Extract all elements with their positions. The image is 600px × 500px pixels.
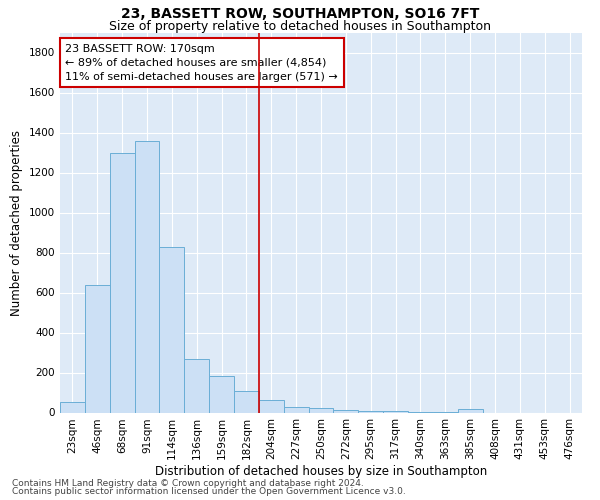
Y-axis label: Number of detached properties: Number of detached properties — [10, 130, 23, 316]
Bar — [60, 402, 85, 412]
Bar — [134, 140, 160, 412]
Bar — [110, 152, 134, 412]
X-axis label: Distribution of detached houses by size in Southampton: Distribution of detached houses by size … — [155, 465, 487, 478]
Bar — [383, 411, 408, 412]
Text: 23 BASSETT ROW: 170sqm
← 89% of detached houses are smaller (4,854)
11% of semi-: 23 BASSETT ROW: 170sqm ← 89% of detached… — [65, 44, 338, 82]
Text: Size of property relative to detached houses in Southampton: Size of property relative to detached ho… — [109, 20, 491, 33]
Bar — [334, 410, 358, 412]
Bar — [209, 376, 234, 412]
Bar — [458, 409, 482, 412]
Bar — [259, 400, 284, 412]
Bar — [358, 410, 383, 412]
Bar — [184, 358, 209, 412]
Bar — [160, 246, 184, 412]
Bar — [85, 284, 110, 412]
Text: Contains public sector information licensed under the Open Government Licence v3: Contains public sector information licen… — [12, 487, 406, 496]
Bar — [234, 390, 259, 412]
Bar — [284, 406, 308, 412]
Text: 23, BASSETT ROW, SOUTHAMPTON, SO16 7FT: 23, BASSETT ROW, SOUTHAMPTON, SO16 7FT — [121, 8, 479, 22]
Bar — [308, 408, 334, 412]
Text: Contains HM Land Registry data © Crown copyright and database right 2024.: Contains HM Land Registry data © Crown c… — [12, 478, 364, 488]
